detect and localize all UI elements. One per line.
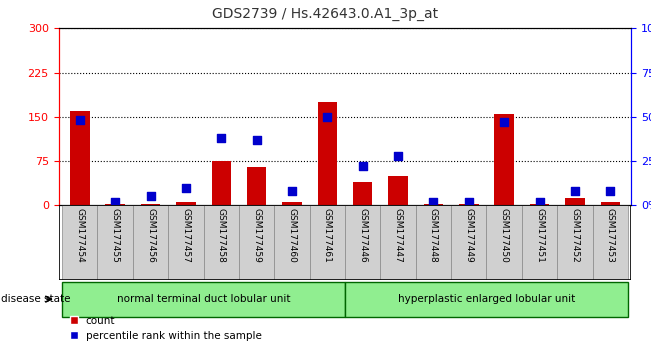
Point bbox=[251, 137, 262, 143]
Text: GSM177459: GSM177459 bbox=[252, 208, 261, 263]
Bar bbox=[380, 205, 416, 280]
Bar bbox=[247, 167, 266, 205]
Point bbox=[570, 188, 580, 194]
Bar bbox=[592, 205, 628, 280]
Text: GDS2739 / Hs.42643.0.A1_3p_at: GDS2739 / Hs.42643.0.A1_3p_at bbox=[212, 7, 439, 21]
Text: GSM177461: GSM177461 bbox=[323, 208, 332, 263]
Text: GSM177456: GSM177456 bbox=[146, 208, 155, 263]
Point bbox=[464, 199, 474, 205]
Bar bbox=[389, 176, 408, 205]
Point bbox=[605, 188, 615, 194]
Bar bbox=[345, 205, 380, 280]
Bar bbox=[345, 282, 628, 316]
Bar bbox=[495, 114, 514, 205]
Point bbox=[110, 199, 120, 205]
Bar bbox=[310, 205, 345, 280]
Text: GSM177447: GSM177447 bbox=[394, 208, 402, 263]
Text: GSM177451: GSM177451 bbox=[535, 208, 544, 263]
Bar bbox=[353, 182, 372, 205]
Bar bbox=[204, 205, 239, 280]
Text: disease state: disease state bbox=[1, 294, 70, 304]
Point bbox=[322, 114, 333, 120]
Bar bbox=[318, 102, 337, 205]
Bar bbox=[133, 205, 168, 280]
Point bbox=[428, 199, 439, 205]
Point bbox=[357, 164, 368, 169]
Point bbox=[75, 118, 85, 123]
Point bbox=[287, 188, 298, 194]
Text: GSM177449: GSM177449 bbox=[464, 208, 473, 263]
Point bbox=[145, 194, 156, 199]
Bar bbox=[600, 202, 620, 205]
Bar bbox=[424, 204, 443, 205]
Point bbox=[181, 185, 191, 190]
Bar bbox=[212, 161, 231, 205]
Bar bbox=[62, 205, 98, 280]
Bar bbox=[283, 202, 301, 205]
Point bbox=[216, 135, 227, 141]
Bar bbox=[168, 205, 204, 280]
Bar bbox=[522, 205, 557, 280]
Bar bbox=[530, 204, 549, 205]
Text: hyperplastic enlarged lobular unit: hyperplastic enlarged lobular unit bbox=[398, 294, 575, 304]
Bar bbox=[70, 111, 90, 205]
Bar bbox=[105, 204, 125, 205]
Text: GSM177446: GSM177446 bbox=[358, 208, 367, 263]
Text: GSM177460: GSM177460 bbox=[288, 208, 296, 263]
Text: GSM177455: GSM177455 bbox=[111, 208, 120, 263]
Bar bbox=[98, 205, 133, 280]
Bar bbox=[274, 205, 310, 280]
Text: GSM177452: GSM177452 bbox=[570, 208, 579, 263]
Legend: count, percentile rank within the sample: count, percentile rank within the sample bbox=[64, 312, 266, 345]
Bar bbox=[141, 204, 160, 205]
Text: normal terminal duct lobular unit: normal terminal duct lobular unit bbox=[117, 294, 290, 304]
Bar bbox=[239, 205, 274, 280]
Point bbox=[534, 199, 545, 205]
Bar bbox=[459, 204, 478, 205]
Bar bbox=[557, 205, 592, 280]
Bar bbox=[565, 198, 585, 205]
Bar bbox=[451, 205, 486, 280]
Text: GSM177454: GSM177454 bbox=[76, 208, 85, 263]
Text: GSM177453: GSM177453 bbox=[605, 208, 615, 263]
Text: GSM177448: GSM177448 bbox=[429, 208, 438, 263]
Bar bbox=[62, 282, 345, 316]
Text: GSM177457: GSM177457 bbox=[182, 208, 190, 263]
Bar bbox=[176, 202, 195, 205]
Text: GSM177458: GSM177458 bbox=[217, 208, 226, 263]
Bar bbox=[486, 205, 522, 280]
Bar bbox=[416, 205, 451, 280]
Text: GSM177450: GSM177450 bbox=[500, 208, 508, 263]
Point bbox=[499, 119, 509, 125]
Point bbox=[393, 153, 403, 159]
